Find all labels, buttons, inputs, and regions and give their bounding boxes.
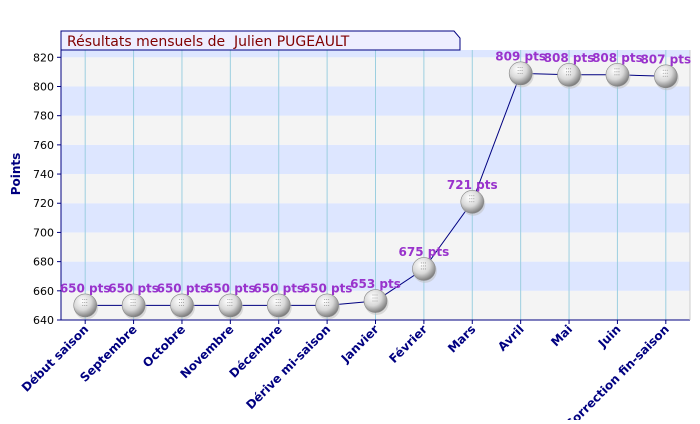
y-tick-label: 780 — [33, 110, 54, 123]
data-point — [508, 61, 534, 88]
x-tick-label: Février — [386, 322, 430, 366]
x-tick-label: Janvier — [338, 322, 382, 366]
data-label: 650 pts — [253, 281, 304, 295]
series-points — [73, 61, 679, 320]
y-axis-label: Points — [9, 153, 23, 196]
x-tick-label: Mai — [548, 322, 575, 349]
data-point — [460, 189, 486, 216]
data-label: 808 pts — [544, 51, 595, 65]
data-point — [363, 289, 389, 316]
x-tick-label: Mars — [445, 322, 478, 355]
chart-title-box: Résultats mensuels de Julien PUGEAULT — [60, 30, 461, 51]
y-tick-label: 740 — [33, 168, 54, 181]
data-point — [266, 293, 292, 320]
data-label: 809 pts — [495, 49, 546, 63]
data-point — [121, 293, 147, 320]
x-tick-label: Octobre — [140, 322, 188, 370]
title-background — [60, 30, 461, 51]
data-point — [412, 257, 437, 283]
data-label: 650 pts — [302, 281, 353, 295]
x-tick-label: Juin — [595, 322, 624, 351]
data-point — [654, 64, 679, 91]
data-label: 650 pts — [108, 281, 159, 295]
data-label: 650 pts — [60, 281, 111, 295]
x-tick-label: Début saison — [19, 322, 91, 394]
x-tick-label: Avril — [495, 322, 527, 354]
data-label: 653 pts — [350, 277, 401, 291]
data-point — [218, 293, 244, 320]
y-tick-label: 640 — [33, 314, 54, 327]
y-tick-label: 800 — [33, 80, 54, 93]
data-label: 808 pts — [592, 51, 643, 65]
vertical-gridlines — [84, 50, 667, 320]
y-tick-labels: 640 660 680 700 720 740 760 780 800 820 — [33, 51, 61, 327]
x-tick-label: Dérive mi-saison — [243, 322, 333, 412]
y-tick-label: 820 — [33, 51, 54, 64]
data-label: 675 pts — [399, 245, 450, 259]
data-label: 650 pts — [205, 281, 256, 295]
y-tick-label: 660 — [33, 285, 54, 298]
y-tick-label: 680 — [33, 256, 54, 269]
chart-title: Résultats mensuels de Julien PUGEAULT — [67, 34, 350, 50]
y-tick-label: 720 — [33, 197, 54, 210]
data-point — [557, 63, 583, 89]
data-label: 650 pts — [157, 281, 208, 295]
data-label: 807 pts — [640, 52, 691, 66]
y-tick-label: 700 — [33, 226, 54, 239]
data-point — [73, 293, 99, 320]
data-label: 721 pts — [447, 178, 498, 192]
data-point — [315, 293, 341, 320]
data-point — [170, 293, 195, 320]
y-tick-label: 760 — [33, 139, 54, 152]
data-point — [605, 63, 631, 89]
